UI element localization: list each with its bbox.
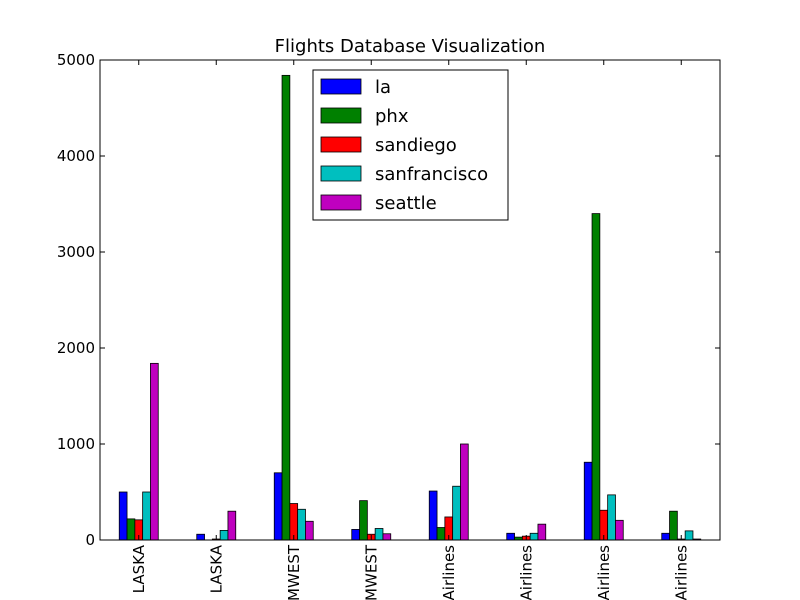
bar-sandiego-2	[289, 503, 299, 541]
bar-la-5	[506, 532, 515, 541]
bar-seattle-2	[305, 520, 314, 541]
y-tick-label-3: 3000	[57, 243, 95, 261]
x-tick-label-6: Airlines	[595, 545, 613, 600]
bar-sanfrancisco-6	[607, 494, 616, 541]
bar-phx-3	[359, 500, 368, 541]
x-axis: LASKA LASKA MWEST MWEST Airlines Airlines Airl…	[130, 60, 690, 600]
x-tick-label-7: Airlines	[672, 545, 690, 600]
bar-la-1	[196, 533, 205, 541]
legend-label-la: la	[375, 77, 391, 98]
legend-swatch-sanfrancisco	[320, 165, 362, 182]
y-tick-label-2: 2000	[57, 339, 95, 357]
bar-phx-4	[436, 527, 446, 541]
x-tick-label-2: MWEST	[285, 544, 303, 600]
legend-label-sandiego: sandiego	[375, 135, 457, 156]
bar-seattle-6	[615, 519, 624, 541]
bar-phx-2	[281, 74, 291, 541]
plot-frame	[99, 59, 721, 541]
bar-phx-7	[669, 510, 678, 541]
bar-sanfrancisco-5	[529, 532, 539, 541]
bar-seattle-4	[460, 443, 469, 541]
bar-seattle-0	[150, 362, 159, 541]
x-tick-label-0: LASKA	[130, 544, 148, 593]
bar-sanfrancisco-0	[142, 491, 151, 541]
bar-la-3	[351, 529, 360, 541]
bar-seattle-3	[382, 533, 392, 541]
bar-sanfrancisco-3	[374, 528, 384, 541]
bar-seattle-1	[227, 510, 237, 541]
legend-label-sanfrancisco: sanfrancisco	[375, 164, 488, 185]
x-tick-label-3: MWEST	[362, 544, 380, 600]
y-tick-label-1: 1000	[57, 435, 95, 453]
bar-phx-0	[126, 518, 136, 541]
bar-la-6	[583, 461, 593, 541]
x-tick-label-4: Airlines	[440, 545, 458, 600]
legend-label-seattle: seattle	[375, 193, 437, 214]
bar-sanfrancisco-7	[684, 530, 694, 541]
bars-group	[118, 74, 702, 541]
legend-swatch-la	[320, 78, 362, 95]
legend-swatch-phx	[320, 107, 362, 124]
bar-la-0	[118, 491, 128, 541]
legend: la phx sandiego sanfrancisco seattle	[312, 69, 509, 221]
x-tick-label-5: Airlines	[517, 545, 535, 600]
legend-swatch-sandiego	[320, 136, 362, 153]
bar-seattle-5	[537, 523, 547, 541]
y-tick-label-0: 0	[85, 531, 95, 549]
legend-swatch-seattle	[320, 194, 362, 211]
bar-sanfrancisco-2	[297, 508, 306, 541]
y-tick-label-4: 4000	[57, 147, 95, 165]
chart-title: Flights Database Visualization	[275, 36, 546, 57]
legend-label-phx: phx	[375, 106, 409, 127]
bar-phx-6	[591, 213, 601, 541]
x-tick-label-1: LASKA	[207, 544, 225, 593]
bar-la-4	[428, 490, 438, 541]
bar-la-2	[273, 472, 283, 541]
bar-la-7	[661, 532, 670, 541]
y-tick-label-5: 5000	[57, 51, 95, 69]
bar-sanfrancisco-1	[219, 530, 229, 541]
bar-sanfrancisco-4	[452, 485, 461, 541]
y-axis: 0 1000 2000 3000 4000 5000	[57, 51, 720, 549]
